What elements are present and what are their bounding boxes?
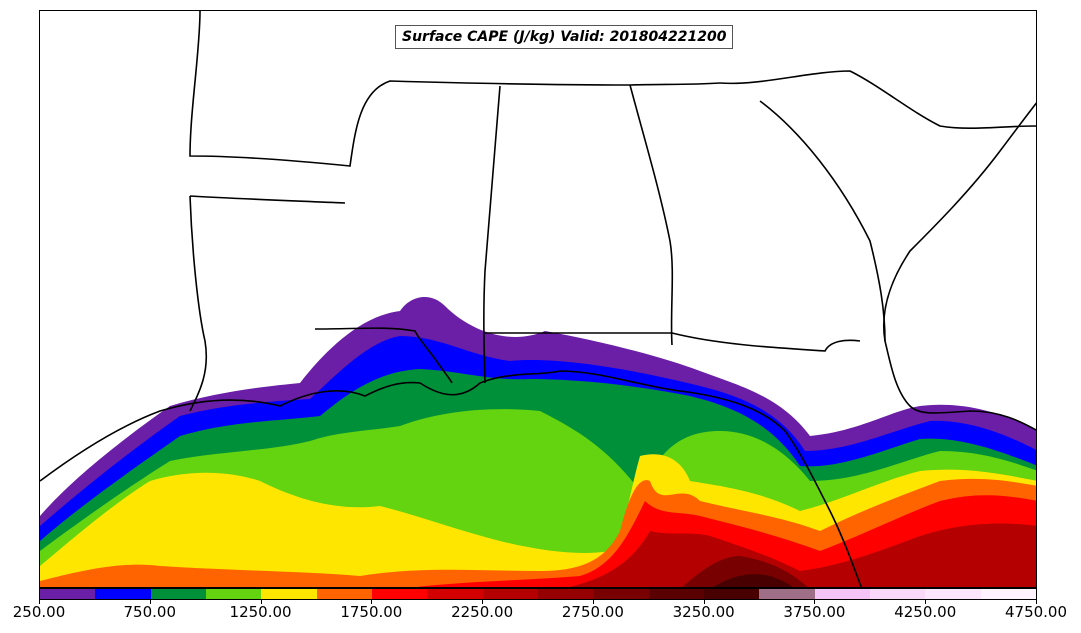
colorbar-tick-label: 1250.00 xyxy=(229,603,292,621)
colorbar-segment xyxy=(703,589,760,599)
colorbar-segment xyxy=(427,589,483,599)
cape-3250-contour xyxy=(713,574,793,587)
state-borders xyxy=(40,11,1036,587)
colorbar-tick-label: 4750.00 xyxy=(1004,603,1068,621)
colorbar-segment xyxy=(40,589,96,599)
colorbar-segment xyxy=(648,589,704,599)
colorbar-segment xyxy=(980,589,1036,599)
map-panel: Surface CAPE (J/kg) Valid: 201804221200 xyxy=(39,10,1037,588)
border-ga-sc-south xyxy=(759,100,886,342)
colorbar-segment xyxy=(482,589,538,599)
colorbar-segment xyxy=(95,589,151,599)
cape-map xyxy=(40,11,1036,587)
colorbar-segment xyxy=(316,589,372,599)
colorbar xyxy=(39,588,1037,600)
colorbar-tick xyxy=(1036,600,1037,604)
border-tn xyxy=(189,11,721,167)
border-la-ms xyxy=(314,327,453,384)
border-al-ga xyxy=(629,84,674,346)
border-ar-la xyxy=(189,195,346,204)
colorbar-segment xyxy=(869,589,926,599)
map-title: Surface CAPE (J/kg) Valid: 201804221200 xyxy=(395,25,734,49)
colorbar-segment xyxy=(925,589,981,599)
colorbar-tick-label: 3250.00 xyxy=(672,603,735,621)
florida-east-coast xyxy=(882,102,1036,431)
colorbar-tick-label: 2750.00 xyxy=(561,603,624,621)
colorbar-segment xyxy=(261,589,317,599)
border-ga-sc xyxy=(719,70,1036,130)
colorbar-tick xyxy=(925,600,927,604)
border-fl-north xyxy=(485,332,861,352)
colorbar-segment xyxy=(205,589,262,599)
colorbar-segment xyxy=(371,589,428,599)
colorbar-tick-label: 4250.00 xyxy=(894,603,957,621)
colorbar-tick xyxy=(814,600,816,604)
colorbar-tick xyxy=(39,600,40,604)
colorbar-tick-label: 3750.00 xyxy=(783,603,846,621)
colorbar-tick xyxy=(149,600,151,604)
colorbar-segment xyxy=(759,589,815,599)
colorbar-segment xyxy=(537,589,594,599)
colorbar-segment xyxy=(150,589,206,599)
cape-2500-contour xyxy=(569,523,1036,587)
colorbar-tick-label: 250.00 xyxy=(12,603,66,621)
colorbar-tick xyxy=(592,600,594,604)
colorbar-tick-label: 750.00 xyxy=(123,603,177,621)
colorbar-tick xyxy=(703,600,705,604)
colorbar-segment xyxy=(593,589,649,599)
colorbar-tick-label: 1750.00 xyxy=(340,603,403,621)
coastline xyxy=(40,370,863,587)
cape-field xyxy=(40,297,1036,587)
border-tx-la xyxy=(189,195,208,412)
colorbar-tick xyxy=(260,600,262,604)
border-ms-al xyxy=(483,85,501,384)
colorbar-segment xyxy=(814,589,870,599)
colorbar-tick xyxy=(482,600,484,604)
colorbar-tick-label: 2250.00 xyxy=(451,603,514,621)
colorbar-tick xyxy=(371,600,373,604)
